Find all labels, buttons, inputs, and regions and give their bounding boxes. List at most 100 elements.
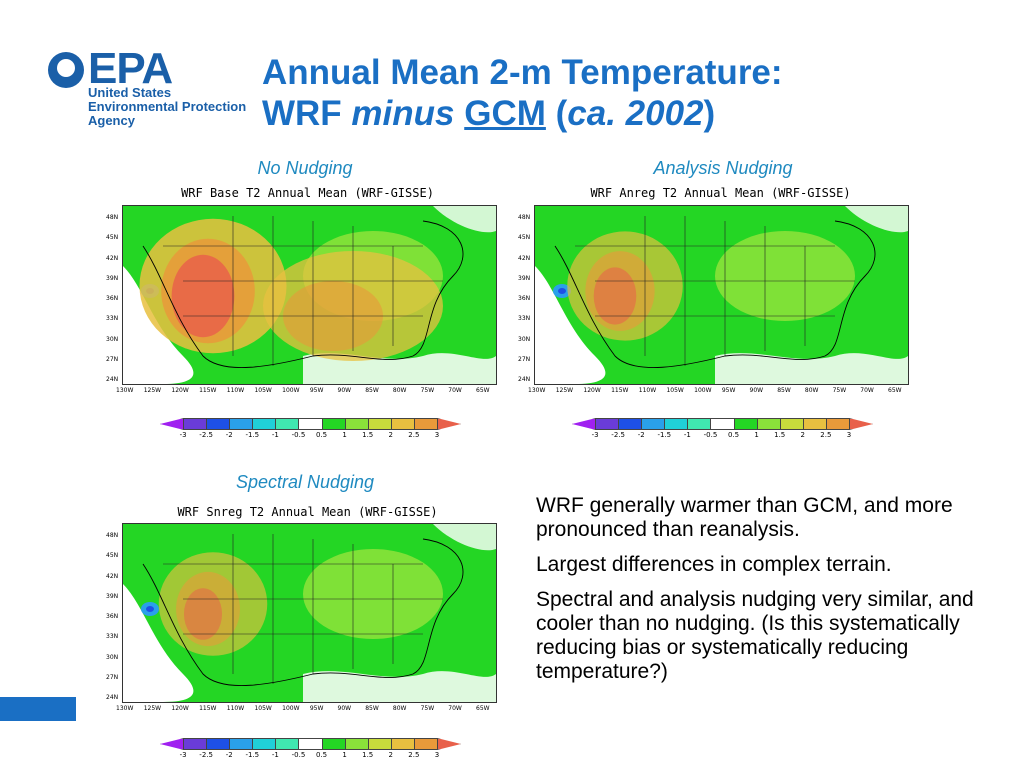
colorbar-label: 0.5 (315, 751, 328, 759)
lat-tick-label: 45N (106, 234, 119, 242)
colorbar-label: 1.5 (362, 751, 374, 759)
agency-line: United States (88, 85, 172, 100)
epa-logo: EPA United States Environmental Protecti… (48, 44, 248, 130)
agency-line: Agency (88, 113, 135, 128)
lon-tick-label: 80W (392, 705, 407, 712)
colorbar-swatch (206, 738, 231, 750)
lat-tick-label: 33N (106, 315, 119, 323)
lon-tick-label: 130W (116, 705, 134, 712)
colorbar-label: -3 (179, 751, 187, 759)
lon-tick-label: 105W (254, 387, 272, 394)
colorbar-label: 1 (342, 431, 347, 439)
lat-tick-label: 39N (518, 274, 531, 282)
lon-tick-label: 120W (171, 387, 189, 394)
colorbar-label: 3 (846, 431, 852, 439)
ocean-region (123, 584, 194, 702)
cool-spot (146, 606, 154, 612)
colorbar-label: -1.5 (245, 751, 260, 759)
colorbar-swatch (252, 418, 277, 430)
lon-tick-label: 75W (420, 387, 435, 394)
lat-tick-label: 36N (106, 295, 119, 302)
colorbar-label: -3 (179, 431, 187, 439)
hot-region (593, 267, 637, 325)
lat-tick-label: 45N (518, 234, 531, 242)
colorbar-swatch (321, 418, 346, 430)
lon-tick-label: 90W (749, 387, 764, 394)
lon-tick-label: 100W (282, 705, 300, 712)
plot-title: WRF Base T2 Annual Mean (WRF-GISSE) (181, 186, 434, 200)
lat-tick-label: 30N (106, 335, 119, 343)
colorbar-swatch (618, 418, 643, 430)
lon-tick-label: 70W (448, 705, 462, 712)
lon-axis: 130W 125W 120W 115W 110W 105W 100W 95W 90W 85W 80W… (528, 387, 909, 395)
plot-title: WRF Anreg T2 Annual Mean (WRF-GISSE) (590, 186, 851, 200)
lat-tick-label: 27N (106, 355, 119, 363)
lon-tick-label: 70W (448, 387, 462, 394)
lon-tick-label: 125W (143, 387, 162, 394)
coastline (142, 538, 464, 686)
colorbar-label: -0.5 (291, 431, 306, 439)
lon-tick-label: 65W (476, 705, 490, 712)
map-svg (535, 206, 908, 384)
colorbar-label: -0.5 (291, 751, 306, 759)
epa-logo-icon (48, 52, 84, 88)
colorbar-label: 3 (434, 751, 440, 759)
lat-tick-label: 42N (518, 254, 531, 262)
colorbar-label: -2.5 (199, 751, 213, 759)
colorbar: -3 -2.5 -2 -1.5 -1 -0.5 0.5 1 1.5 2 2.5 3 (562, 418, 882, 442)
title-paren-open: ( (545, 94, 568, 133)
colorbar-swatch (572, 418, 597, 430)
colorbar-swatch (252, 738, 277, 750)
title-minus: minus (351, 94, 455, 133)
lat-tick-label: 39N (106, 274, 119, 282)
colorbar-label: 2.5 (820, 431, 832, 439)
colorbar-label: 2 (388, 431, 393, 439)
lon-tick-label: 110W (638, 387, 657, 394)
lat-tick-label: 36N (518, 295, 531, 302)
lon-tick-label: 85W (777, 387, 791, 394)
lon-tick-label: 125W (555, 387, 574, 394)
colorbar-label: 2 (800, 431, 805, 439)
cool-spot (558, 288, 566, 294)
lon-tick-label: 85W (365, 705, 379, 712)
lon-tick-label: 85W (365, 387, 379, 394)
panel-caption: Analysis Nudging (653, 158, 793, 178)
colorbar-swatch (275, 418, 300, 430)
lon-tick-label: 105W (666, 387, 684, 394)
colorbar-label: 1 (754, 431, 759, 439)
colorbar-swatch (710, 418, 735, 430)
title-gcm: GCM (464, 94, 546, 133)
colorbar-label: -2.5 (611, 431, 625, 439)
lon-tick-label: 120W (583, 387, 601, 394)
field-region (303, 549, 443, 639)
lat-tick-label: 24N (106, 694, 119, 701)
lon-tick-label: 65W (476, 387, 490, 394)
colorbar-label: 2 (388, 751, 393, 759)
agency-name: United States Environmental Protection A… (88, 86, 288, 128)
lat-tick-label: 24N (518, 376, 531, 383)
lat-tick-label: 48N (106, 532, 119, 539)
summary-point: Largest differences in complex terrain. (536, 553, 892, 576)
lon-tick-label: 115W (611, 387, 629, 394)
lat-tick-label: 45N (106, 552, 119, 560)
colorbar-label: 1 (342, 751, 347, 759)
colorbar-label: -0.5 (703, 431, 718, 439)
lat-tick-label: 42N (106, 254, 119, 262)
state-borders (142, 216, 464, 368)
summary-point: Spectral and analysis nudging very simil… (536, 588, 974, 683)
colorbar-label: -2 (225, 431, 233, 439)
lon-tick-label: 110W (226, 705, 245, 712)
colorbar-swatch (733, 418, 758, 430)
accent-bar (0, 697, 76, 721)
map-svg (123, 524, 496, 702)
state-borders (554, 216, 876, 368)
lon-tick-label: 95W (309, 705, 324, 712)
colorbar: -3 -2.5 -2 -1.5 -1 -0.5 0.5 1 1.5 2 2.5 3 (150, 418, 470, 442)
lat-axis: 48N 45N 42N 39N 36N 33N 30N 27N 24N (106, 523, 122, 703)
colorbar-label: -1 (271, 751, 279, 759)
map-svg (123, 206, 496, 384)
colorbar-label: -1.5 (657, 431, 672, 439)
panel-caption: No Nudging (257, 158, 353, 178)
lat-tick-label: 33N (518, 315, 531, 323)
colorbar-swatch (367, 418, 392, 430)
